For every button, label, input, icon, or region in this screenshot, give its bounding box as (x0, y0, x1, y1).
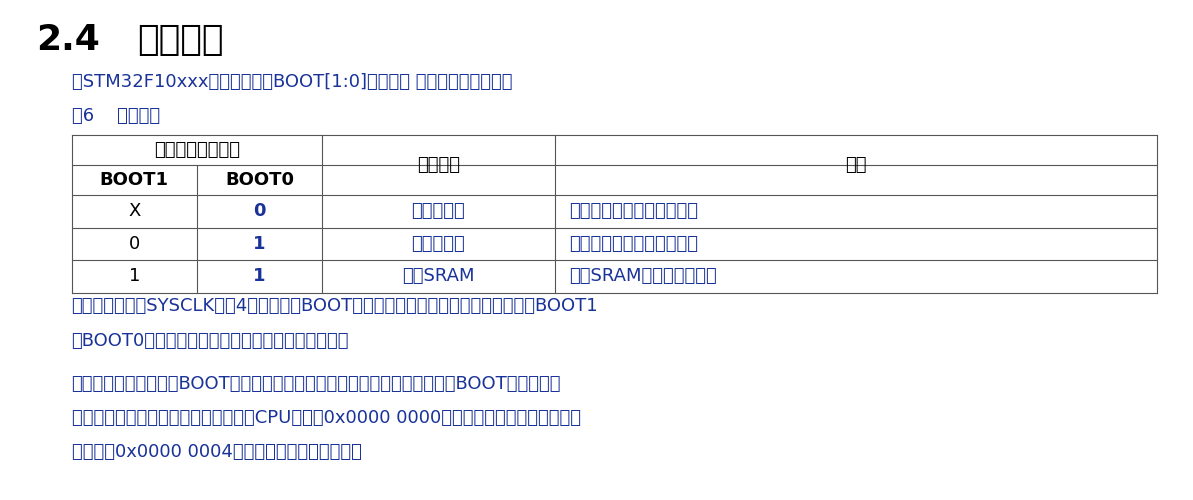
Text: 系统存储器: 系统存储器 (412, 235, 465, 253)
Text: 为需要的启动配置。在启动延迟之后，CPU从地址0x0000 0000获取堆栈顶的地址，并从启动: 为需要的启动配置。在启动延迟之后，CPU从地址0x0000 0000获取堆栈顶的… (72, 409, 581, 427)
Text: 内置SRAM: 内置SRAM (402, 268, 475, 285)
Text: 启动模式: 启动模式 (416, 156, 460, 174)
Text: 系统存储器被选为启动区域: 系统存储器被选为启动区域 (569, 235, 698, 253)
Text: 启动配置: 启动配置 (137, 22, 224, 56)
Text: BOOT0: BOOT0 (225, 171, 293, 189)
Text: 0: 0 (129, 235, 140, 253)
Text: 启动模式选择引脚: 启动模式选择引脚 (154, 141, 240, 159)
Text: 在STM32F10xxx里，可以通过BOOT[1:0]引脚选择 三种不同启动模式。: 在STM32F10xxx里，可以通过BOOT[1:0]引脚选择 三种不同启动模式… (72, 72, 512, 90)
Text: 说明: 说明 (845, 156, 867, 174)
Text: 主闪存储器: 主闪存储器 (412, 202, 465, 220)
Text: 表6    启动模式: 表6 启动模式 (72, 108, 160, 126)
Text: 0: 0 (253, 202, 266, 220)
Text: BOOT1: BOOT1 (100, 171, 168, 189)
Text: 内置SRAM被选为启动区域: 内置SRAM被选为启动区域 (569, 268, 717, 285)
Text: 在从待机模式退出时，BOOT引脚的值将被被重新锁存；因此，在待机模式下BOOT引脚应保持: 在从待机模式退出时，BOOT引脚的值将被被重新锁存；因此，在待机模式下BOOT引… (72, 375, 561, 393)
Text: 主闪存储器被选为启动区域: 主闪存储器被选为启动区域 (569, 202, 698, 220)
Text: 1: 1 (253, 268, 266, 285)
Text: 在系统复位后，SYSCLK的第4个上升沿，BOOT引脚的值将被锁存。用户可以通过设置BOOT1: 在系统复位后，SYSCLK的第4个上升沿，BOOT引脚的值将被锁存。用户可以通过… (72, 298, 598, 316)
Text: 和BOOT0引脚的状态，来选择在复位后的启动模式。: 和BOOT0引脚的状态，来选择在复位后的启动模式。 (72, 332, 350, 349)
Text: X: X (128, 202, 141, 220)
Text: 2.4: 2.4 (36, 22, 100, 56)
Text: 1: 1 (129, 268, 140, 285)
Text: 存储器的0x0000 0004指示的地址开始执行代码。: 存储器的0x0000 0004指示的地址开始执行代码。 (72, 443, 361, 461)
Text: 1: 1 (253, 235, 266, 253)
